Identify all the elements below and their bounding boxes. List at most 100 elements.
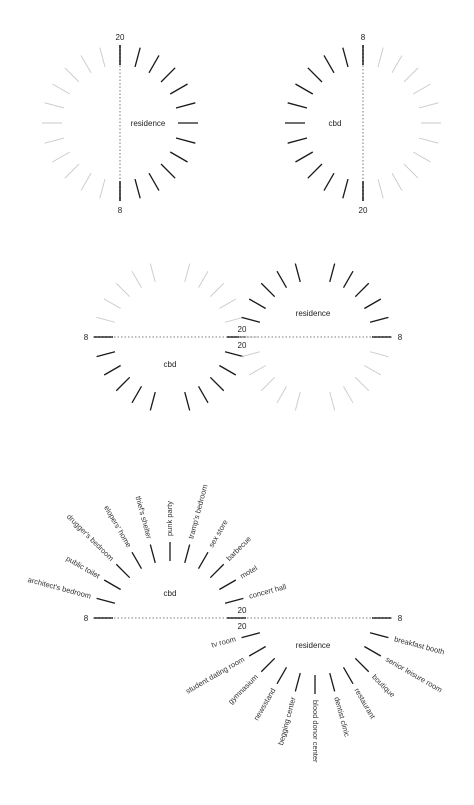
residence-room-label: begging center: [276, 695, 298, 746]
clock-tick: [224, 316, 244, 323]
cbd-clock-ticks: [285, 45, 441, 201]
cbd-room-ticks: [94, 542, 246, 619]
room-tick: [260, 657, 276, 673]
room-tick: [96, 597, 116, 604]
room-tick: [369, 632, 389, 639]
clock-tick: [115, 282, 131, 298]
clock-tick: [354, 376, 370, 392]
room-tick: [224, 597, 244, 604]
room-tick: [342, 667, 354, 685]
clock-tick: [224, 351, 244, 358]
room-tick: [276, 667, 288, 685]
clock-tick: [219, 298, 237, 309]
clock-tick: [131, 386, 143, 404]
clock-tick: [276, 386, 287, 404]
clock-tick: [241, 316, 261, 323]
clock-tick: [44, 102, 65, 109]
clock-tick: [342, 270, 354, 288]
clock-tick: [149, 263, 156, 283]
residence-room-label: tv room: [210, 634, 236, 649]
clock-tick: [96, 351, 116, 358]
residence-overlap-ticks: [239, 263, 391, 411]
cbd-top-hour: 8: [361, 33, 366, 42]
schedule-left-hour: 8: [84, 614, 89, 623]
room-tick: [209, 563, 225, 579]
clock-tick: [241, 351, 261, 358]
room-tick: [241, 632, 261, 639]
clock-tick: [80, 55, 92, 73]
residence-room-label: blood donor center: [311, 700, 320, 763]
clock-tick: [169, 83, 188, 95]
clock-tick: [184, 263, 191, 283]
clock-tick: [418, 102, 439, 109]
room-tick: [103, 579, 121, 591]
clock-tick: [103, 298, 121, 309]
clock-tick: [248, 298, 266, 310]
residence-room-label: restaurant: [353, 687, 378, 722]
cbd-room-label: architect's bedroom: [27, 575, 92, 601]
room-tick: [197, 551, 209, 569]
schedule-center-top-hour: 20: [238, 606, 247, 615]
clock-tick: [197, 386, 209, 404]
clock-tick: [115, 376, 131, 392]
clock-tick: [131, 270, 142, 288]
clock-tick: [418, 137, 439, 144]
clock-tick: [323, 55, 335, 74]
overlap-center-top-hour: 20: [238, 325, 247, 334]
clock-tick: [175, 137, 196, 144]
overlap-center-bottom-hour: 20: [238, 341, 247, 350]
clock-tick: [391, 173, 403, 191]
clock-tick: [219, 364, 237, 376]
clock-tick: [307, 163, 323, 179]
clock-tick: [160, 163, 176, 179]
clock-tick: [391, 55, 403, 73]
clock-tick: [184, 391, 191, 411]
clock-tick: [329, 263, 336, 283]
overlap-cbd-label: cbd: [164, 360, 177, 369]
clock-tick: [403, 163, 419, 179]
clock-tick: [52, 83, 70, 95]
clock-tick: [260, 282, 276, 298]
clock-tick: [209, 376, 225, 392]
residence-room-label: newsstand: [252, 687, 278, 723]
clock-tick: [369, 316, 389, 323]
clock-tick: [364, 365, 382, 376]
clock-tick: [329, 391, 336, 411]
residence-room-label: dentist clinic: [332, 696, 351, 738]
cbd-room-label: tramp's bedroom: [186, 483, 209, 539]
clock-tick: [96, 316, 116, 323]
residence-room-ticks: [241, 617, 391, 694]
clock-tick: [342, 47, 349, 68]
clock-tick: [413, 151, 431, 163]
room-tick: [184, 544, 191, 564]
cbd-room-label: motel: [239, 563, 260, 580]
clock-tick: [52, 151, 70, 163]
room-tick: [294, 672, 301, 692]
schedule-residence-label: residence: [296, 641, 331, 650]
clock-tick: [295, 151, 314, 163]
clock-tick: [354, 282, 370, 298]
clock-tick: [343, 386, 354, 404]
clock-tick: [307, 67, 323, 83]
cbd-room-label: concert hall: [248, 582, 288, 601]
clock-tick: [64, 163, 80, 179]
clock-tick: [260, 376, 276, 392]
clock-tick: [342, 178, 349, 199]
room-tick: [364, 645, 382, 657]
clock-tick: [287, 137, 308, 144]
clock-tick: [276, 270, 288, 288]
clock-tick: [403, 67, 419, 83]
residence-room-label: boutique: [370, 672, 397, 699]
clock-tick: [294, 263, 301, 283]
clock-tick: [364, 298, 382, 310]
clock-tick: [323, 172, 335, 191]
cbd-room-label: sex store: [207, 518, 230, 549]
overlap-right-hour: 8: [398, 333, 403, 342]
clock-tick: [369, 351, 389, 358]
clock-tick: [149, 391, 156, 411]
diagram-cbd-clock: 8 20 cbd: [285, 33, 441, 215]
schedule-cbd-label: cbd: [164, 589, 177, 598]
clock-tick: [148, 172, 160, 191]
